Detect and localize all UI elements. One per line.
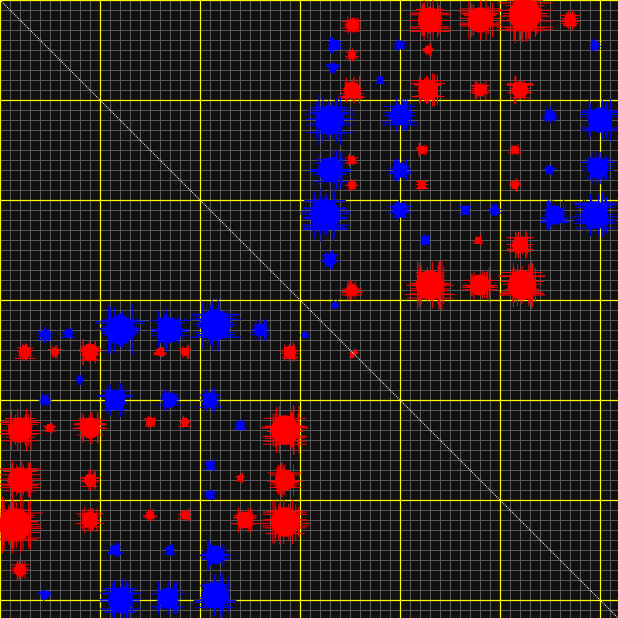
cluster-negative xyxy=(151,580,185,616)
cluster-negative-mirror xyxy=(387,197,413,223)
cluster-positive-mirror xyxy=(345,153,359,167)
cluster-positive-mirror xyxy=(345,48,359,62)
cluster-positive-mirror xyxy=(458,0,502,41)
cluster-negative-mirror xyxy=(579,98,618,142)
cluster-negative xyxy=(149,309,191,351)
cluster-negative xyxy=(36,326,54,344)
cluster-negative xyxy=(38,393,52,407)
cluster-negative xyxy=(98,579,142,618)
cluster-negative-mirror xyxy=(375,75,385,85)
cluster-negative xyxy=(38,589,52,601)
cluster-negative-mirror xyxy=(298,188,352,242)
cluster-positive-mirror xyxy=(472,234,484,246)
cluster-negative xyxy=(197,387,223,413)
cluster-positive xyxy=(259,499,311,545)
cluster-positive xyxy=(43,422,57,434)
cluster-positive-mirror xyxy=(506,231,534,259)
cluster-positive xyxy=(142,508,158,522)
cluster-negative-mirror xyxy=(305,94,355,146)
cluster-negative-mirror xyxy=(487,203,503,217)
cluster-positive-mirror xyxy=(345,179,359,191)
cluster-positive-mirror xyxy=(338,75,366,105)
cluster-negative-mirror xyxy=(308,148,352,192)
cluster-negative-mirror xyxy=(541,106,559,124)
cluster-negative xyxy=(163,544,177,556)
cluster-negative xyxy=(250,319,270,341)
cluster-negative xyxy=(193,572,237,618)
cluster-positive xyxy=(234,472,246,484)
cluster-positive xyxy=(79,469,101,491)
cluster-positive-mirror xyxy=(496,0,554,44)
cluster-negative xyxy=(94,305,146,355)
cluster-negative xyxy=(300,330,310,340)
cluster-positive-mirror xyxy=(508,178,522,192)
cluster-positive-mirror xyxy=(341,16,363,34)
cluster-negative xyxy=(61,326,75,340)
cluster-positive xyxy=(177,508,193,522)
cluster-positive-mirror xyxy=(422,42,434,58)
cluster-positive xyxy=(14,343,36,361)
cluster-positive xyxy=(0,496,43,554)
cluster-positive-mirror xyxy=(404,259,456,311)
cluster-positive-mirror xyxy=(506,75,534,105)
cluster-negative xyxy=(198,538,232,572)
cluster-negative-mirror xyxy=(580,151,616,185)
cluster-negative xyxy=(107,541,123,559)
cluster-positive xyxy=(280,341,300,363)
cluster-negative xyxy=(97,383,133,417)
cluster-positive-mirror xyxy=(415,143,429,157)
cluster-negative-mirror xyxy=(393,37,407,53)
cluster-positive xyxy=(143,416,157,428)
cluster-positive xyxy=(48,344,62,360)
cluster-negative-mirror xyxy=(458,203,472,217)
cluster-negative-mirror xyxy=(419,233,431,247)
cluster-negative-mirror xyxy=(572,191,618,239)
cluster-positive xyxy=(76,506,104,534)
cluster-negative-mirror xyxy=(382,97,418,133)
cluster-negative xyxy=(233,418,247,432)
cluster-positive xyxy=(72,411,108,445)
cluster-negative-mirror xyxy=(331,299,339,311)
cluster-positive-mirror xyxy=(508,143,522,157)
cluster-negative-mirror xyxy=(327,36,343,54)
cluster-negative-mirror xyxy=(542,164,558,176)
cluster-positive-mirror xyxy=(462,267,498,303)
cluster-positive-mirror xyxy=(410,73,446,107)
cluster-positive xyxy=(230,507,260,533)
cluster-positive xyxy=(178,415,192,429)
cluster-negative xyxy=(203,489,217,501)
cluster-positive xyxy=(78,339,102,365)
cluster-negative-mirror xyxy=(388,158,412,182)
cluster-positive xyxy=(267,462,303,498)
cluster-negative-mirror xyxy=(588,38,602,52)
cluster-negative xyxy=(157,389,183,411)
cluster-positive xyxy=(178,344,192,360)
cluster-positive-mirror xyxy=(498,260,546,310)
cluster-negative-mirror xyxy=(319,250,341,270)
cluster-positive-mirror xyxy=(348,351,356,359)
cluster-positive xyxy=(261,405,309,455)
cluster-positive-mirror xyxy=(415,180,429,190)
cluster-positive-mirror xyxy=(559,9,581,31)
cluster-positive xyxy=(0,408,42,452)
cluster-positive xyxy=(0,460,42,500)
cluster-negative xyxy=(188,298,242,352)
cluster-negative-mirror xyxy=(325,62,341,74)
cluster-negative xyxy=(203,457,217,473)
cluster-positive-mirror xyxy=(469,79,491,101)
cluster-positive xyxy=(10,559,30,581)
cluster-negative xyxy=(75,375,85,385)
cluster-positive-mirror xyxy=(408,0,452,41)
cluster-positive xyxy=(153,346,167,358)
cluster-positive-mirror xyxy=(341,279,363,301)
cluster-negative-mirror xyxy=(539,199,571,231)
